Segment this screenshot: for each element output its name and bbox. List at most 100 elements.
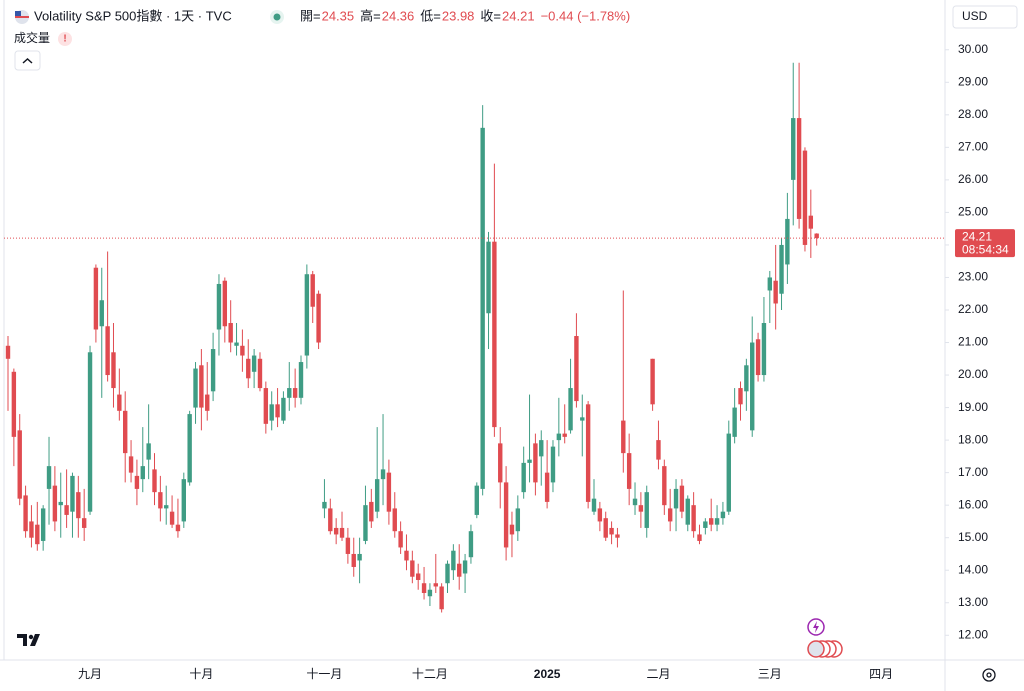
volume-label[interactable]: 成交量 [14, 30, 50, 45]
candle-body [292, 388, 298, 398]
candle-body [761, 323, 767, 376]
candle-body [81, 518, 87, 528]
candle-body [333, 527, 339, 535]
candle-body [35, 524, 40, 545]
candle-body [228, 323, 233, 343]
candle-body [439, 586, 444, 610]
tv-logo [17, 634, 40, 646]
y-tick-label: 13.00 [958, 595, 988, 609]
candle-body [714, 518, 720, 525]
y-tick-label: 23.00 [958, 270, 988, 284]
candle-body [87, 352, 93, 512]
candle-body [544, 472, 550, 502]
candle-body [621, 420, 626, 454]
candle-body [779, 244, 784, 294]
candle-body [158, 492, 163, 509]
candle-body [644, 492, 649, 528]
candle-body [76, 492, 81, 519]
candle-body [808, 215, 814, 229]
candle-body [46, 466, 52, 489]
candle-body [117, 394, 122, 411]
y-tick-label: 12.00 [958, 627, 988, 641]
candle-body [697, 534, 702, 541]
candle-body [310, 274, 315, 307]
candle-body [486, 241, 491, 314]
candle-body [175, 524, 181, 532]
candle-body [187, 414, 192, 483]
plot [5, 62, 819, 613]
candle-body [550, 446, 556, 483]
y-tick-label: 18.00 [958, 432, 988, 446]
candle-body [597, 508, 603, 522]
y-tick-label: 30.00 [958, 42, 988, 56]
currency-button[interactable] [952, 5, 1018, 29]
candle-body [199, 365, 204, 408]
candle-body [650, 358, 655, 405]
warning-icon[interactable] [58, 32, 72, 46]
candle-body [574, 336, 579, 402]
currency-label: USD [962, 9, 988, 23]
candle-body [222, 280, 228, 327]
candle-body [234, 342, 239, 346]
candle-body [568, 388, 573, 431]
candle-body [662, 466, 667, 506]
candle-body [750, 342, 755, 431]
ohlc-key: 低= [420, 8, 441, 23]
candle-body [656, 440, 661, 460]
x-tick-label: 十二月 [412, 667, 448, 681]
candle-body [638, 505, 644, 512]
y-tick-label: 17.00 [958, 465, 988, 479]
candle-body [421, 583, 427, 593]
candle-body [433, 583, 438, 587]
candle-body [339, 527, 345, 538]
price-label: 24.21 [962, 229, 992, 243]
candle-body [580, 417, 585, 421]
candle-body [503, 482, 509, 548]
candle-body [128, 456, 134, 473]
collapse-button[interactable] [14, 50, 41, 71]
candle-body [744, 365, 749, 392]
settings-icon[interactable] [982, 668, 996, 682]
x-tick-label: 四月 [869, 667, 893, 681]
candle-body [691, 505, 696, 532]
candle-body [445, 563, 450, 584]
candle-body [726, 433, 731, 512]
y-tick-label: 14.00 [958, 562, 988, 576]
candle-body [105, 326, 110, 376]
candle-body [64, 505, 69, 515]
candle-body [287, 388, 292, 398]
y-tick-label: 22.00 [958, 302, 988, 316]
candle-body [492, 241, 497, 428]
candle-body [398, 531, 403, 548]
y-tick-label: 15.00 [958, 530, 988, 544]
x-tick-label: 九月 [78, 667, 102, 681]
candle-body [474, 485, 479, 515]
candle-body [23, 495, 28, 532]
candle-body [738, 388, 743, 405]
candle-body [685, 498, 690, 525]
candle-body [585, 404, 591, 502]
candle-body [533, 443, 538, 483]
candle-body [5, 345, 11, 359]
y-tick-label: 25.00 [958, 205, 988, 219]
event-icons[interactable] [807, 618, 843, 658]
candle-body [667, 508, 673, 522]
candle-body [709, 518, 714, 525]
candle-body [281, 397, 286, 421]
candle-body [58, 501, 63, 506]
price-label-box [955, 229, 1015, 258]
candle-body [164, 505, 169, 509]
ohlc-value: 24.21 [502, 8, 535, 23]
candle-body [615, 534, 620, 538]
candle-body [351, 553, 356, 567]
candle-body [457, 563, 462, 577]
change-label: −0.44 (−1.78%) [541, 8, 631, 23]
candle-body [468, 531, 474, 558]
candle-body [785, 218, 790, 265]
candle-body [773, 280, 778, 304]
x-tick-label: 二月 [646, 667, 670, 681]
candle-body [539, 440, 544, 457]
y-tick-label: 21.00 [958, 335, 988, 349]
candle-body [11, 371, 17, 437]
